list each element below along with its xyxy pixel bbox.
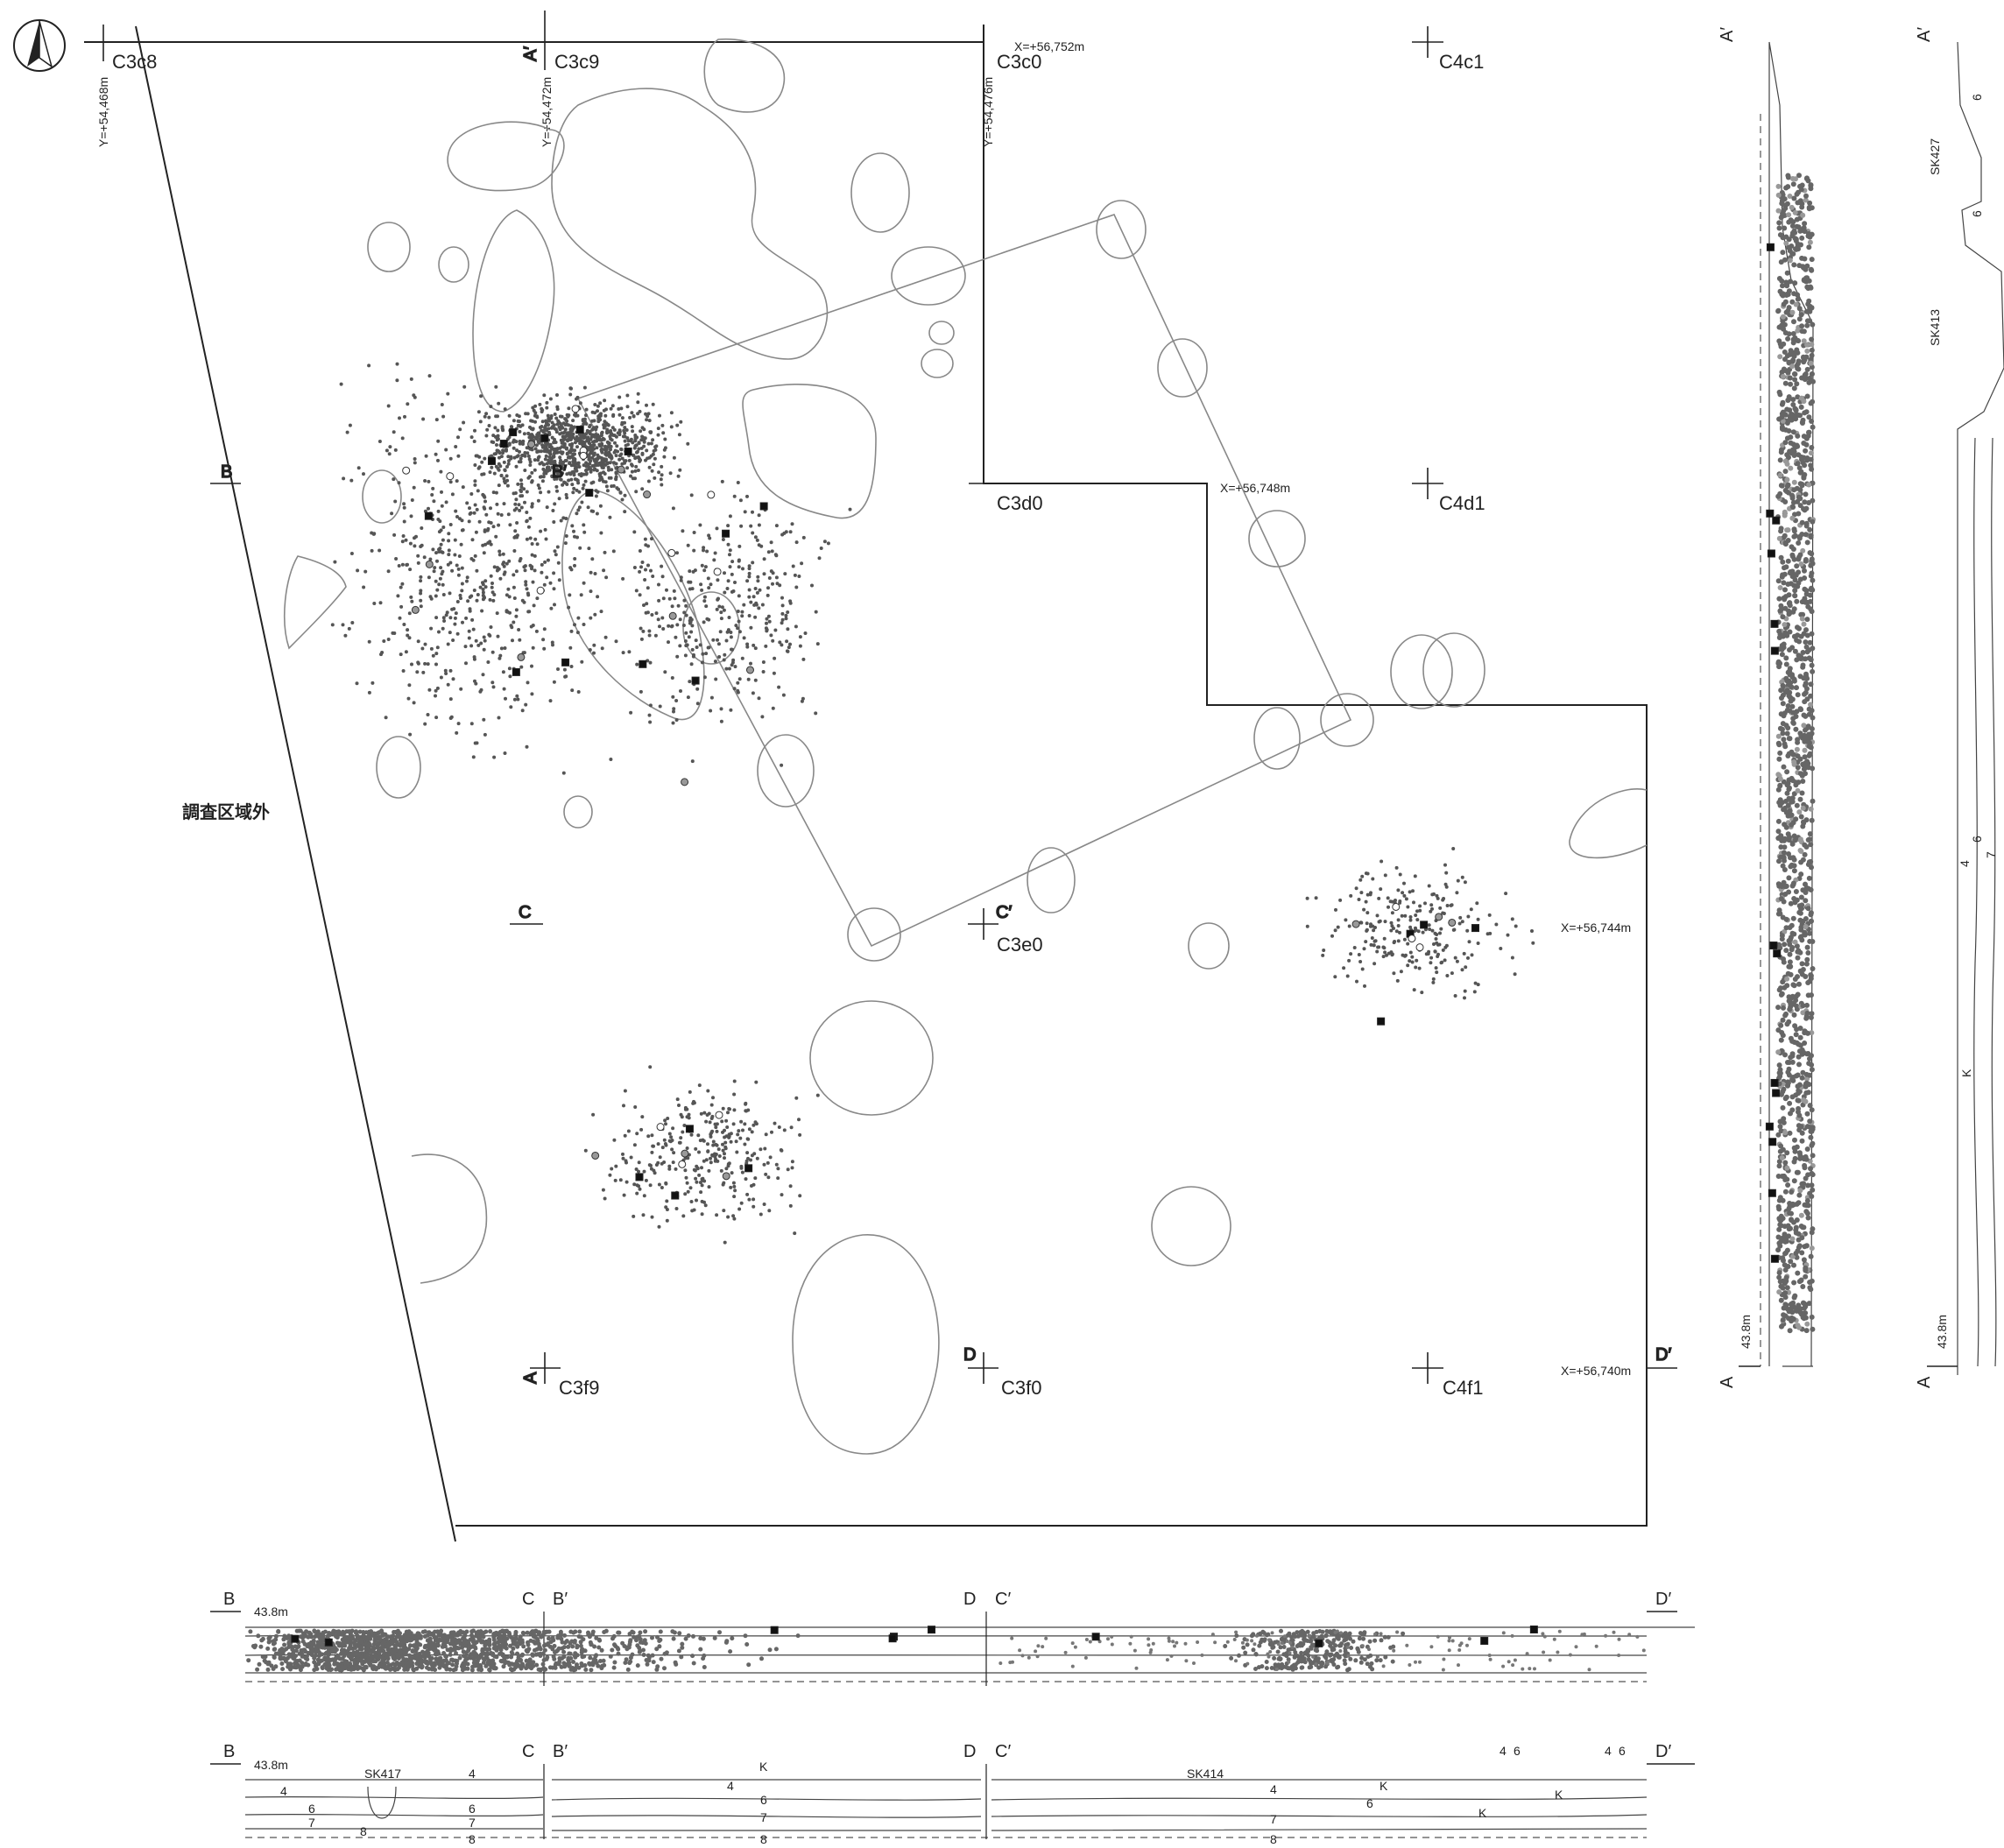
svg-text:D′: D′ <box>1655 1590 1671 1609</box>
svg-text:7: 7 <box>1984 851 1998 858</box>
section-bcd-strata: B 43.8m C B′ D C′ D′ SK417 SK414 4 4 6 6… <box>210 1742 1695 1846</box>
svg-text:43.8m: 43.8m <box>1935 1315 1949 1349</box>
grid-label-c3d0: C3d0 <box>997 492 1043 514</box>
label-sk427: SK427 <box>1928 138 1942 175</box>
coord-y-472: Y=+54,472m <box>540 77 554 147</box>
grid-label-c3c0: C3c0 <box>997 51 1041 73</box>
section-markers-plan: B B′ C C′ D D′ A A′ <box>210 46 1677 1385</box>
marker-b-prime: B′ <box>552 462 567 482</box>
grid-label-c3e0: C3e0 <box>997 934 1043 956</box>
marker-a: A <box>521 1372 540 1384</box>
section-a-strata: A′ A 43.8m SK427 SK413 6 6 4 6 7 K <box>1915 27 2004 1388</box>
section-bcd-finds: B 43.8m C B′ D C′ D′ <box>210 1590 1695 1686</box>
grid-labels: C3c8 C3c9 C3c0 C4c1 C3d0 C4d1 C3e0 C3f9 … <box>112 51 1485 1399</box>
svg-text:43.8m: 43.8m <box>1739 1315 1753 1349</box>
svg-text:B′: B′ <box>553 1590 568 1609</box>
svg-text:C′: C′ <box>995 1590 1011 1609</box>
pit-features <box>284 38 1648 1455</box>
outside-area-label: 調査区域外 <box>182 801 270 822</box>
svg-text:D: D <box>963 1590 976 1609</box>
section-a-finds: A′ A 43.8m <box>1718 27 1816 1388</box>
marker-c-prime: C′ <box>996 903 1012 922</box>
svg-text:A: A <box>1915 1376 1934 1388</box>
marker-a-prime-plan: A′ <box>521 46 540 61</box>
excavation-boundary <box>84 25 1648 1542</box>
coord-x-748: X=+56,748m <box>1220 481 1290 495</box>
grid-label-c4d1: C4d1 <box>1439 492 1485 514</box>
svg-text:6: 6 <box>1970 836 1984 843</box>
svg-text:B: B <box>223 1590 235 1609</box>
marker-c: C <box>519 903 531 922</box>
svg-text:A′: A′ <box>1718 27 1737 42</box>
grid-crosshairs <box>102 11 1443 1384</box>
svg-text:C: C <box>522 1590 534 1609</box>
label-sk413: SK413 <box>1928 309 1942 346</box>
marker-d-prime: D′ <box>1655 1345 1671 1365</box>
grid-label-c3f9: C3f9 <box>559 1377 599 1399</box>
coord-y-468: Y=+54,468m <box>96 77 110 147</box>
coord-x-740: X=+56,740m <box>1561 1364 1631 1378</box>
svg-text:43.8m: 43.8m <box>254 1605 288 1619</box>
coord-x-744: X=+56,744m <box>1561 920 1631 935</box>
marker-d: D <box>963 1345 976 1365</box>
find-points <box>330 362 1535 1245</box>
grid-label-c3f0: C3f0 <box>1001 1377 1041 1399</box>
grid-label-c3c8: C3c8 <box>112 51 157 73</box>
svg-text:A: A <box>1718 1376 1737 1388</box>
coord-x-752: X=+56,752m <box>1014 39 1084 53</box>
svg-text:4: 4 <box>1958 860 1972 867</box>
sk413-outline <box>576 214 1352 948</box>
svg-text:6: 6 <box>1970 210 1984 217</box>
marker-b: B <box>221 462 232 482</box>
coordinate-labels: Y=+54,468m Y=+54,472m Y=+54,476m X=+56,7… <box>96 39 1631 1378</box>
coord-y-476: Y=+54,476m <box>981 77 995 147</box>
grid-label-c3c9: C3c9 <box>554 51 599 73</box>
svg-text:6: 6 <box>1970 94 1984 101</box>
svg-text:K: K <box>1959 1069 1973 1077</box>
svg-text:A′: A′ <box>1915 27 1934 42</box>
north-arrow-icon <box>13 19 66 72</box>
grid-label-c4f1: C4f1 <box>1443 1377 1483 1399</box>
grid-label-c4c1: C4c1 <box>1439 51 1484 73</box>
